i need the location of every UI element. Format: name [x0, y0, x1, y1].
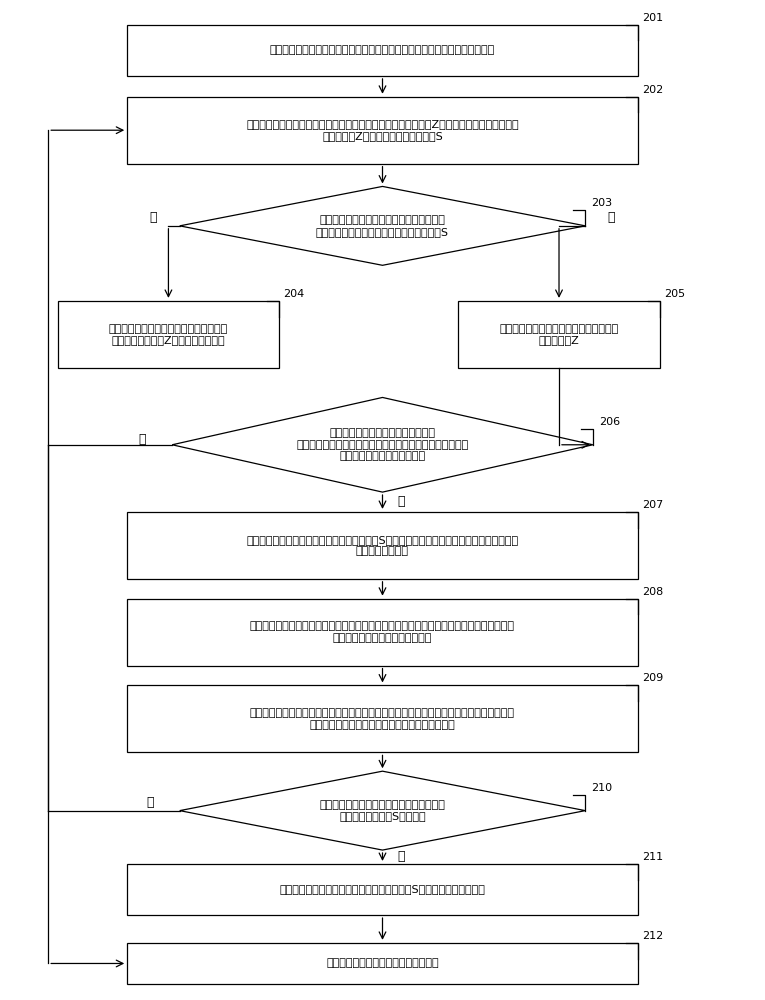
- Text: 212: 212: [642, 931, 663, 941]
- Text: 202: 202: [642, 85, 663, 95]
- FancyBboxPatch shape: [127, 864, 638, 915]
- Text: 207: 207: [642, 500, 663, 510]
- Text: 否: 否: [608, 211, 615, 224]
- Text: 是: 是: [398, 495, 405, 508]
- Text: 软件运行请求的处理装置判断至少一个注册
设备的网卡号中是否存在当前设备的网卡号S: 软件运行请求的处理装置判断至少一个注册 设备的网卡号中是否存在当前设备的网卡号S: [316, 215, 449, 237]
- Text: 软件运行请求的处理装置存储至少一个注册设备的网卡号，存储有效注册口令: 软件运行请求的处理装置存储至少一个注册设备的网卡号，存储有效注册口令: [270, 45, 495, 55]
- Polygon shape: [180, 186, 585, 265]
- FancyBboxPatch shape: [57, 301, 279, 368]
- Text: 软件运行请求的处理装置当接收到用户发送的注册密码时，对注册密码进行解密，生成第一
授权号，对第一授权号进行解密，生成第一网卡号: 软件运行请求的处理装置当接收到用户发送的注册密码时，对注册密码进行解密，生成第一…: [250, 708, 515, 730]
- Text: 201: 201: [642, 13, 662, 23]
- Text: 是: 是: [150, 211, 157, 224]
- Text: 软件运行请求的处理装置将当前设备的网卡号S作为注册设备的网卡号: 软件运行请求的处理装置将当前设备的网卡号S作为注册设备的网卡号: [279, 885, 486, 895]
- Text: 否: 否: [146, 796, 154, 809]
- Text: 209: 209: [642, 673, 663, 683]
- Polygon shape: [180, 771, 585, 850]
- FancyBboxPatch shape: [127, 685, 638, 752]
- Text: 是: 是: [398, 850, 405, 863]
- FancyBboxPatch shape: [457, 301, 660, 368]
- Text: 软件运行请求的处理装置提示用户输
入注册口令，当接收用户输入的注册口令时，根据有效注册
口令，判断注册口令是否有效: 软件运行请求的处理装置提示用户输 入注册口令，当接收用户输入的注册口令时，根据有…: [296, 428, 469, 461]
- FancyBboxPatch shape: [127, 97, 638, 164]
- Text: 软件运行请求的处理装置禁止用户运行当
前应用软件Z: 软件运行请求的处理装置禁止用户运行当 前应用软件Z: [500, 324, 619, 345]
- Text: 软件运行请求的处理装置根据运行请求，
运行当前应用软件Z，并终止当前流程: 软件运行请求的处理装置根据运行请求， 运行当前应用软件Z，并终止当前流程: [109, 324, 228, 345]
- Text: 211: 211: [642, 852, 662, 862]
- Text: 开发端接收软件运行请求的处理装置发送的用户的授权号，对用户的授权号进行加密，生成
注册密码，将注册密码发送给用户: 开发端接收软件运行请求的处理装置发送的用户的授权号，对用户的授权号进行加密，生成…: [250, 621, 515, 643]
- FancyBboxPatch shape: [127, 943, 638, 984]
- Text: 否: 否: [138, 433, 146, 446]
- Text: 206: 206: [599, 417, 620, 427]
- Text: 208: 208: [642, 587, 663, 597]
- Text: 软件运行请求的处理装置终止当前流程: 软件运行请求的处理装置终止当前流程: [326, 958, 439, 968]
- Polygon shape: [172, 397, 593, 492]
- FancyBboxPatch shape: [127, 599, 638, 666]
- Text: 210: 210: [591, 783, 613, 793]
- Text: 软件运行请求的处理装置对当前设备的网卡号S进行加密，生成用户的授权号，并将用户的授
权号发送给开发端: 软件运行请求的处理装置对当前设备的网卡号S进行加密，生成用户的授权号，并将用户的…: [246, 535, 519, 556]
- FancyBboxPatch shape: [127, 25, 638, 76]
- Text: 205: 205: [664, 289, 685, 299]
- FancyBboxPatch shape: [127, 512, 638, 579]
- Text: 203: 203: [591, 198, 613, 208]
- Text: 204: 204: [283, 289, 304, 299]
- Text: 软件运行请求的处理装置当接收到外部的用户针对当前应用软件Z发送的运行请求时，获取当
前应用软件Z所在的当前设备的网卡号S: 软件运行请求的处理装置当接收到外部的用户针对当前应用软件Z发送的运行请求时，获取…: [246, 119, 519, 141]
- Text: 软件运行请求的处理装置判断第一网卡号与
当前设备的网卡号S是否相同: 软件运行请求的处理装置判断第一网卡号与 当前设备的网卡号S是否相同: [320, 800, 445, 821]
